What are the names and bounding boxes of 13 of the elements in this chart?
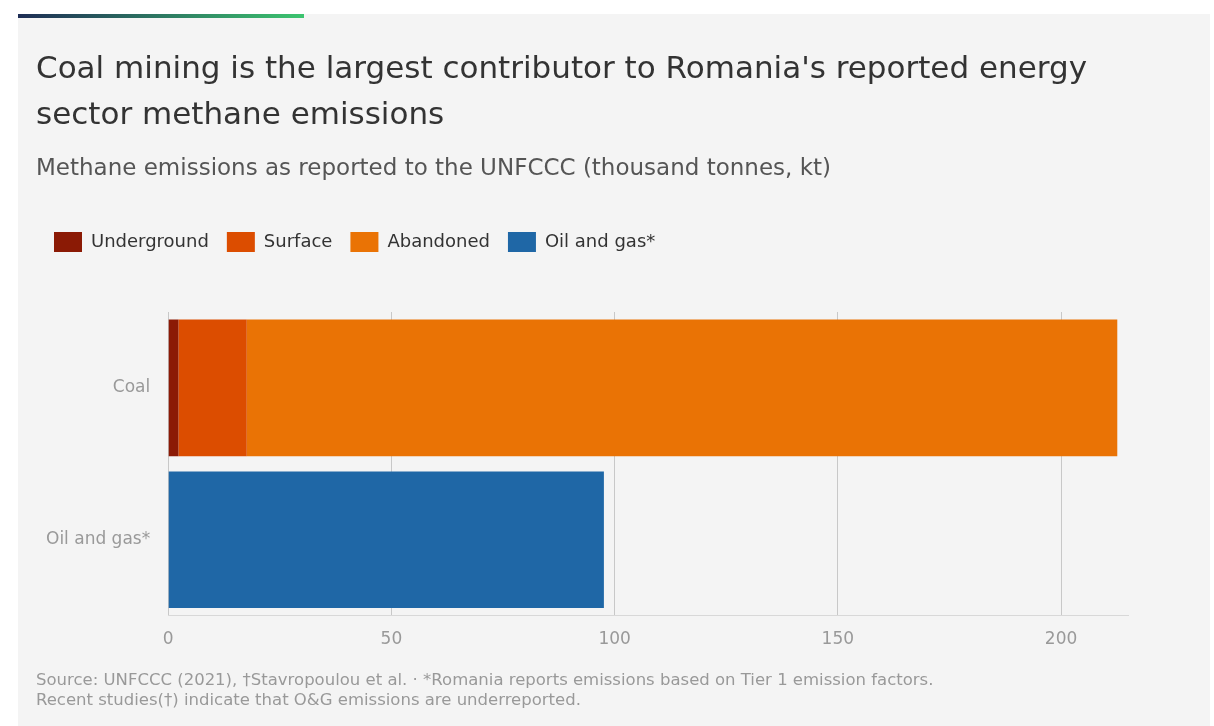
source-note: Source: UNFCCC (2021), †Stavropoulou et al. · *Romania reports emissions based on Tier 1 emission factors. Recent studies(†) indicate that O&G emissions are underreported. bbox=[36, 670, 935, 710]
y-tick-label: Coal bbox=[112, 376, 151, 397]
x-tick-label: 100 bbox=[598, 628, 631, 649]
legend-label: Abandoned bbox=[387, 229, 490, 251]
chart-title: Coal mining is the largest contributor to Romania's reported energy sector methane emissions bbox=[36, 48, 1088, 133]
x-tick-label: 50 bbox=[380, 628, 403, 649]
x-tick-label: 150 bbox=[821, 628, 855, 649]
legend-label: Surface bbox=[263, 229, 333, 251]
legend-label: Oil and gas* bbox=[544, 229, 656, 251]
x-tick-label: 0 bbox=[162, 628, 174, 649]
chart-subtitle: Methane emissions as reported to the UNFCCC (thousand tonnes, kt) bbox=[36, 154, 831, 180]
legend-label: Underground bbox=[91, 229, 209, 251]
x-tick-label: 200 bbox=[1044, 628, 1078, 649]
